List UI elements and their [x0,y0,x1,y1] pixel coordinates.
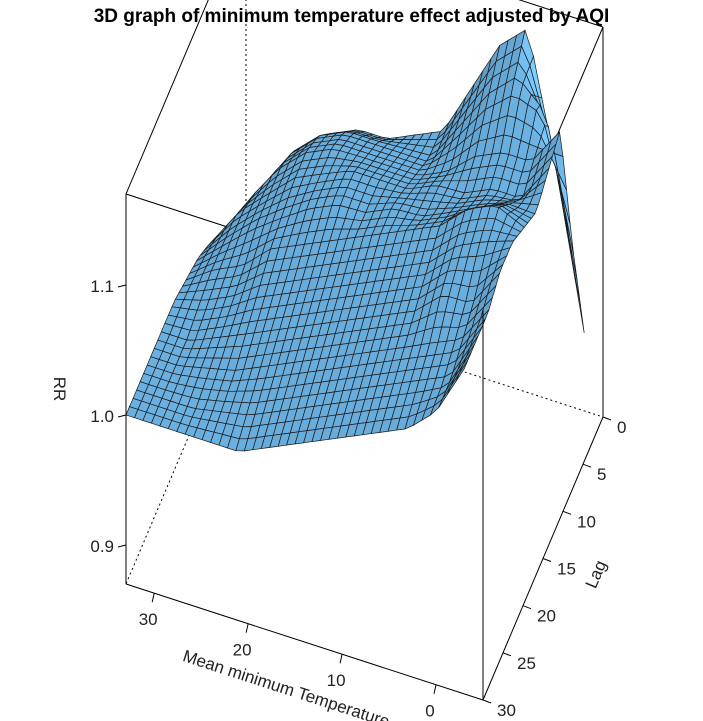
lag-tick-label: 5 [597,465,606,484]
z-tick-label: 0.9 [90,537,114,556]
lag-tick [602,416,612,421]
x-tick-label: 10 [327,671,346,690]
lag-tick [582,463,592,468]
x-axis-title: Mean minimum Temperature [181,646,392,721]
z-axis-title: RR [50,377,69,402]
z-tick-label: 1.1 [90,277,114,296]
surface-mesh [125,28,585,452]
x-tick-label: 30 [139,610,158,629]
lag-tick-label: 25 [517,654,536,673]
lag-tick [502,652,512,657]
x-tick [245,623,249,633]
lag-tick [522,605,532,610]
box-edge [125,583,484,701]
chart-title: 3D graph of minimum temperature effect a… [93,6,610,27]
x-tick [339,654,343,664]
lag-tick-label: 30 [497,701,516,720]
x-tick [151,593,155,603]
lag-tick-label: 0 [617,418,626,437]
lag-tick [562,510,572,515]
z-tick [117,544,127,548]
x-tick [433,684,437,694]
lag-tick-label: 20 [537,607,556,626]
lag-tick [482,699,492,704]
lag-tick [542,558,552,562]
box-edge [125,0,209,195]
x-tick-label: 20 [233,641,252,660]
lag-tick-label: 15 [557,560,576,579]
box-edge [518,0,604,28]
x-tick-label: 0 [425,702,434,721]
surface-facet [455,360,469,382]
z-tick-label: 1.0 [90,407,114,426]
z-tick [117,284,127,288]
lag-tick-label: 10 [577,512,596,531]
lag-axis-title: Lag [582,558,611,592]
z-tick [117,414,127,418]
